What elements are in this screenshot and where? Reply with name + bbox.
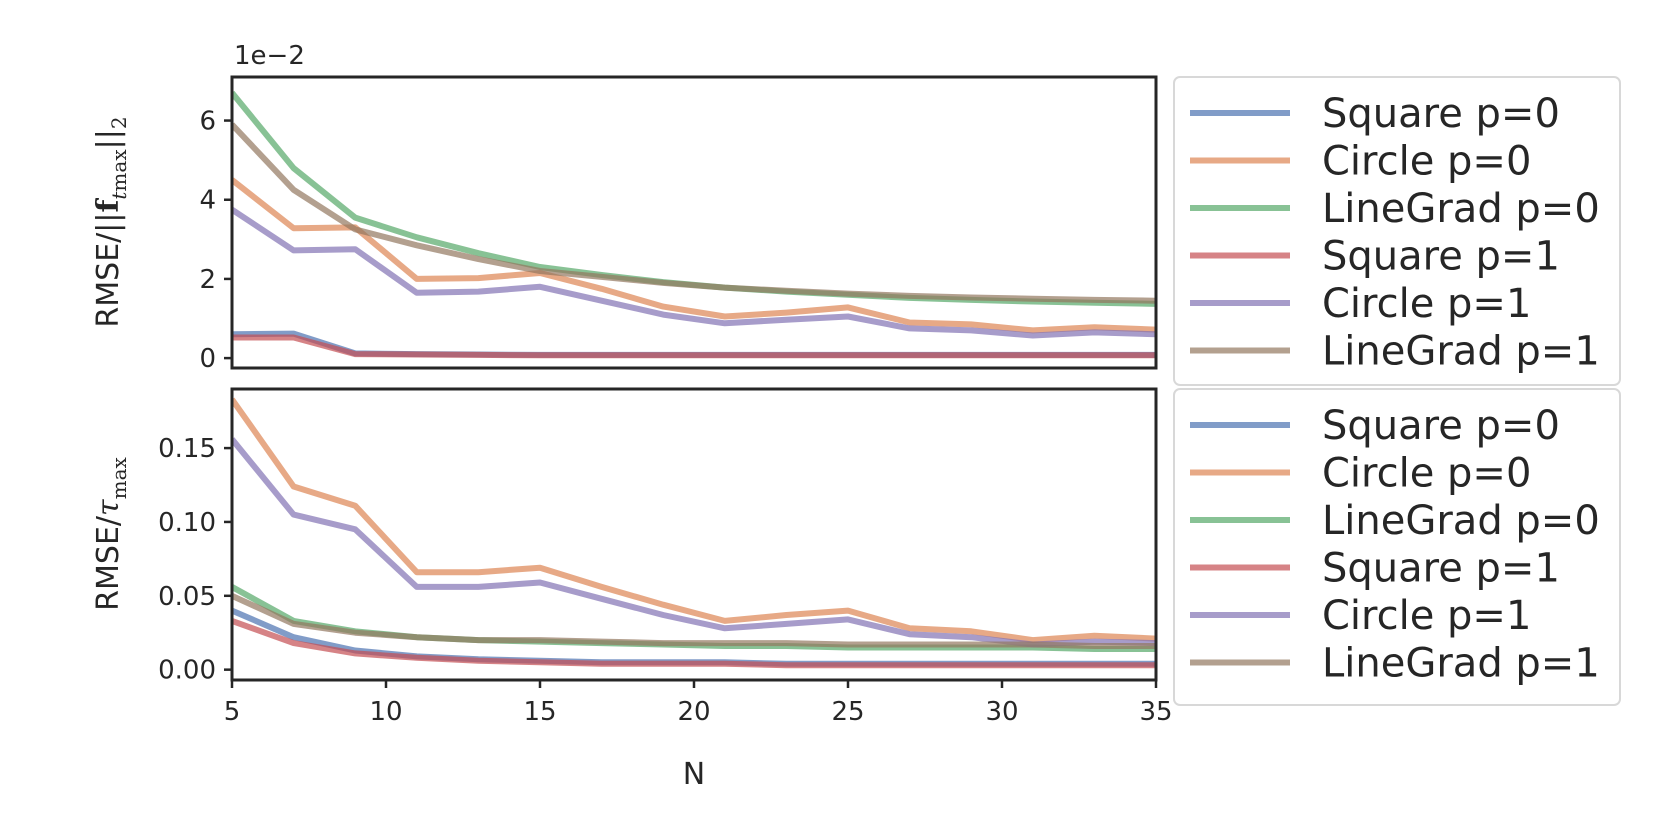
top-series-line-5: [232, 207, 1156, 339]
bottom-series-line-6: [232, 593, 1156, 649]
top-legend-label-5: Circle p=1: [1322, 281, 1531, 327]
bottom-series-line-5: [232, 437, 1156, 648]
x-tick-label: 30: [985, 697, 1018, 727]
top-series-line-4: [232, 334, 1156, 359]
bottom-legend-label-2: Circle p=0: [1322, 451, 1531, 497]
bottom-legend-label-6: LineGrad p=1: [1322, 641, 1600, 687]
top-y-axis-label: RMSE/||ftmax||2: [91, 116, 131, 327]
x-tick-label: 5: [224, 697, 241, 727]
bottom-panel: 0.00 0.05 0.10 0.15 5 10 15 20 25 30 35 RMSE/τmax…: [91, 387, 1621, 792]
bottom-legend-label-5: Circle p=1: [1322, 593, 1531, 639]
top-series-line-6: [232, 122, 1156, 304]
bottom-y-tick-label: 0.10: [158, 508, 216, 538]
x-tick-label: 20: [677, 697, 710, 727]
top-series-line-3: [232, 90, 1156, 307]
x-tick-label: 10: [369, 697, 402, 727]
bottom-legend-label-1: Square p=0: [1322, 403, 1560, 449]
top-legend-label-3: LineGrad p=0: [1322, 186, 1600, 232]
bottom-legend-frame: [1173, 388, 1621, 706]
bottom-legend-label-3: LineGrad p=0: [1322, 498, 1600, 544]
x-tick-label: 25: [831, 697, 864, 727]
top-axes-frame: [230, 75, 1158, 370]
top-legend-frame: [1173, 76, 1621, 386]
bottom-series-line-4: [232, 618, 1156, 669]
bottom-x-ticks: 5 10 15 20 25 30 35: [224, 680, 1173, 727]
top-y-tick-label: 4: [199, 186, 216, 216]
bottom-legend-label-4: Square p=1: [1322, 546, 1560, 592]
bottom-y-ticks: 0.00 0.05 0.10 0.15: [158, 434, 232, 686]
top-offset-text: 1e−2: [234, 41, 305, 71]
x-tick-label: 15: [523, 697, 556, 727]
bottom-y-axis-label: RMSE/τmax: [91, 456, 131, 610]
top-y-tick-label: 6: [199, 107, 216, 137]
top-y-tick-label: 0: [199, 344, 216, 374]
bottom-y-tick-label: 0.05: [158, 582, 216, 612]
top-series-lines: [232, 90, 1156, 359]
top-y-ticks: 0 2 4 6: [199, 107, 232, 374]
top-legend-label-2: Circle p=0: [1322, 139, 1531, 185]
top-legend-label-6: LineGrad p=1: [1322, 329, 1600, 375]
bottom-series-lines: [232, 397, 1156, 669]
bottom-series-line-2: [232, 397, 1156, 644]
top-legend-label-4: Square p=1: [1322, 234, 1560, 280]
top-y-tick-label: 2: [199, 265, 216, 295]
top-legend-label-1: Square p=0: [1322, 91, 1560, 137]
x-tick-label: 35: [1139, 697, 1172, 727]
top-series-line-2: [232, 177, 1156, 334]
x-axis-label: N: [683, 757, 705, 792]
bottom-y-tick-label: 0.15: [158, 434, 216, 464]
bottom-y-tick-label: 0.00: [158, 656, 216, 686]
